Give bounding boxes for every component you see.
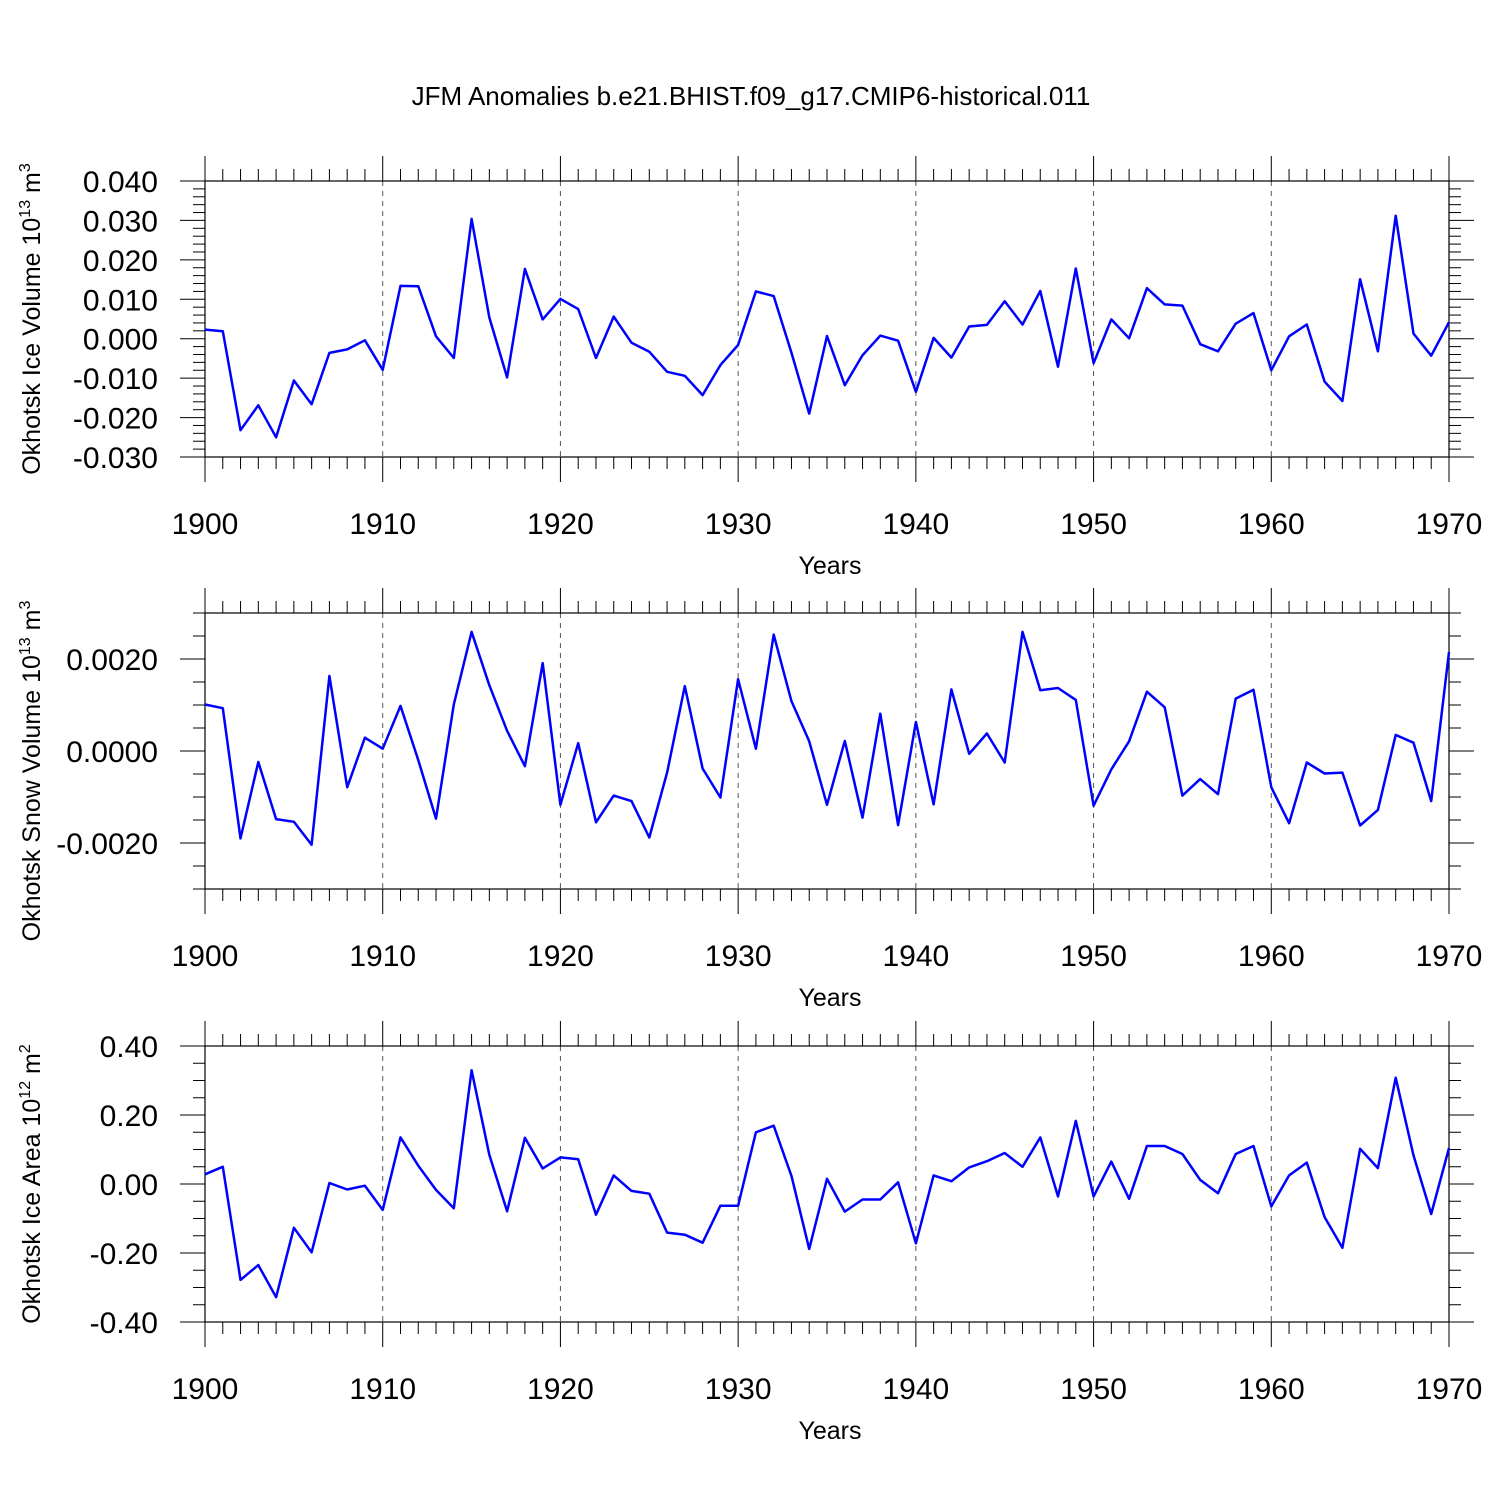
x-tick-label-1970: 1970: [1416, 508, 1483, 541]
y-axis-label-exponent: 13: [17, 637, 34, 655]
y-tick-label-0.040: 0.040: [83, 166, 158, 199]
x-tick-label-1950: 1950: [1060, 508, 1127, 541]
x-tick-label-1920: 1920: [527, 940, 594, 973]
x-tick-label-1910: 1910: [349, 1373, 416, 1406]
x-tick-label-1930: 1930: [705, 508, 772, 541]
x-tick-label-1920: 1920: [527, 1373, 594, 1406]
y-tick-label-0.000: 0.000: [83, 324, 158, 357]
y-tick-label-0.030: 0.030: [83, 205, 158, 238]
x-tick-label-1950: 1950: [1060, 940, 1127, 973]
y-tick-label-0.0020: 0.0020: [66, 644, 158, 677]
y-axis-label: Okhotsk Ice Area 1012 m2: [17, 1044, 46, 1324]
x-tick-label-1900: 1900: [172, 1373, 239, 1406]
x-tick-label-1920: 1920: [527, 508, 594, 541]
y-axis-label-unit: m: [18, 172, 46, 200]
x-tick-label-1970: 1970: [1416, 940, 1483, 973]
x-axis-label: Years: [798, 552, 861, 580]
x-axis-label: Years: [798, 984, 861, 1012]
y-tick-label--0.020: -0.020: [73, 403, 158, 436]
x-tick-label-1960: 1960: [1238, 1373, 1305, 1406]
x-tick-label-1960: 1960: [1238, 940, 1305, 973]
plot-frame: [204, 1045, 1450, 1323]
y-axis-label-text: Okhotsk Ice Area 10: [18, 1099, 46, 1324]
x-tick-label-1940: 1940: [882, 1373, 949, 1406]
series-line: [204, 1068, 1451, 1299]
x-tick-label-1900: 1900: [172, 508, 239, 541]
panel-3: 1900 1910 1920 1930 1940 1950 1960 1970 Years -0.…: [17, 1021, 1482, 1445]
plot-frame: [204, 180, 1450, 458]
x-tick-label-1930: 1930: [705, 1373, 772, 1406]
y-tick-label--0.010: -0.010: [73, 363, 158, 396]
series-line: [204, 214, 1451, 439]
y-tick-label-0.20: 0.20: [100, 1100, 158, 1133]
x-tick-label-1910: 1910: [349, 940, 416, 973]
panel-1: 1900 1910 1920 1930 1940 1950 1960 1970 Years -0.…: [17, 156, 1482, 580]
x-tick-label-1950: 1950: [1060, 1373, 1127, 1406]
y-tick-label--0.0020: -0.0020: [56, 828, 158, 861]
series-line: [204, 630, 1451, 847]
y-axis-label-text: Okhotsk Ice Volume 10: [18, 218, 46, 475]
y-axis-label-exponent: 13: [17, 200, 34, 218]
y-tick-label-0.00: 0.00: [100, 1169, 158, 1202]
y-axis-label-unit-exponent: 3: [17, 601, 34, 610]
y-axis-label: Okhotsk Snow Volume 1013 m3: [17, 601, 46, 942]
y-tick-label--0.20: -0.20: [90, 1238, 158, 1271]
y-tick-label--0.40: -0.40: [90, 1307, 158, 1340]
y-axis-label-text: Okhotsk Snow Volume 10: [18, 655, 46, 941]
y-tick-label-0.40: 0.40: [100, 1031, 158, 1064]
y-tick-label--0.030: -0.030: [73, 442, 158, 475]
x-tick-label-1970: 1970: [1416, 1373, 1483, 1406]
x-tick-label-1930: 1930: [705, 940, 772, 973]
x-tick-label-1960: 1960: [1238, 508, 1305, 541]
y-axis-label-exponent: 12: [17, 1081, 34, 1099]
y-tick-label-0.010: 0.010: [83, 284, 158, 317]
y-axis-label-unit: m: [18, 1053, 46, 1081]
plot-frame: [204, 612, 1450, 890]
panel-2: 1900 1910 1920 1930 1940 1950 1960 1970 Years -0.…: [17, 588, 1482, 1012]
x-tick-label-1900: 1900: [172, 940, 239, 973]
x-tick-label-1940: 1940: [882, 940, 949, 973]
chart-title: JFM Anomalies b.e21.BHIST.f09_g17.CMIP6-…: [412, 81, 1091, 111]
y-axis-label-unit-exponent: 3: [17, 163, 34, 172]
y-tick-label-0.0000: 0.0000: [66, 736, 158, 769]
y-tick-label-0.020: 0.020: [83, 245, 158, 278]
y-axis-label-unit: m: [18, 610, 46, 638]
y-axis-label-unit-exponent: 2: [17, 1044, 34, 1053]
x-tick-label-1940: 1940: [882, 508, 949, 541]
x-axis-label: Years: [798, 1417, 861, 1445]
x-tick-label-1910: 1910: [349, 508, 416, 541]
y-axis-label: Okhotsk Ice Volume 1013 m3: [17, 163, 46, 475]
